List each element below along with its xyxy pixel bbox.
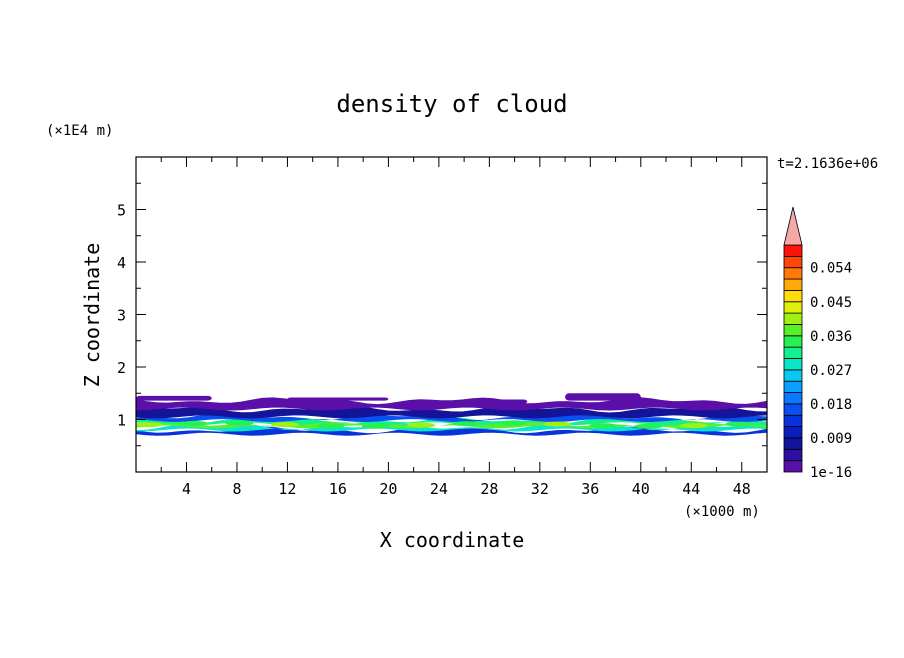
colorbar-swatch [783, 403, 803, 416]
colorbar-label: 0.054 [810, 261, 852, 277]
cloud-core-blob [725, 421, 754, 427]
x-tick-label: 32 [531, 480, 549, 498]
x-axis-label: X coordinate [380, 528, 525, 552]
cloud-core-blob [452, 421, 481, 427]
x-tick-label: 44 [682, 480, 700, 498]
x-unit-label: (×1000 m) [684, 504, 760, 520]
colorbar-swatch [783, 289, 803, 303]
y-tick-label: 5 [117, 202, 126, 220]
colorbar-swatch [783, 369, 803, 382]
colorbar-swatch [783, 278, 803, 291]
colorbar-label: 0.009 [810, 431, 852, 447]
colorbar-label: 0.036 [810, 329, 852, 345]
cloud-patch [565, 393, 641, 401]
colorbar-extend-arrow [783, 206, 803, 246]
colorbar-swatch [783, 255, 803, 269]
x-tick-label: 40 [632, 480, 650, 498]
x-tick-label: 4 [182, 480, 191, 498]
colorbar-swatch [783, 380, 803, 393]
y-axis-label: Z coordinate [80, 243, 104, 388]
cloud-core-blob [225, 420, 254, 426]
colorbar-swatch [783, 346, 803, 359]
colorbar-swatch [783, 324, 803, 337]
y-unit-label: (×1E4 m) [46, 123, 113, 139]
cloud-core-blob [270, 422, 299, 428]
y-tick-label: 4 [117, 254, 126, 272]
colorbar-label: 0.027 [810, 363, 852, 379]
colorbar-swatch [783, 244, 803, 257]
cloud-core-blob [498, 420, 527, 426]
time-label: t=2.1636e+06 [777, 156, 878, 172]
y-tick-label: 1 [117, 412, 126, 430]
cloud-core-blob [679, 423, 708, 429]
cloud-layer-band [136, 405, 767, 419]
colorbar-swatch [783, 437, 803, 450]
x-tick-label: 16 [329, 480, 347, 498]
colorbar-swatch [783, 335, 803, 348]
cloud-layer-band [136, 426, 767, 436]
x-tick-label: 48 [733, 480, 751, 498]
plot-area [136, 393, 767, 436]
cloud-core-blob [407, 422, 436, 428]
y-tick-label: 2 [117, 359, 126, 377]
x-tick-label: 12 [278, 480, 296, 498]
x-tick-label: 24 [430, 480, 448, 498]
colorbar-swatch [783, 460, 803, 473]
colorbar-swatch [783, 448, 803, 462]
cloud-layer-band [136, 397, 767, 411]
colorbar-label: 0.018 [810, 397, 852, 413]
cloud-core-blob [136, 422, 163, 428]
colorbar: 1e-16 0.009 0.018 0.027 0.036 0.045 0.054 [783, 206, 852, 481]
chart-title: density of cloud [336, 90, 567, 118]
colorbar-swatch [783, 414, 803, 428]
cloud-patch [136, 395, 212, 401]
colorbar-label: 0.045 [810, 295, 852, 311]
cloud-core-blob [634, 423, 663, 429]
cloud-core-blob [180, 420, 209, 426]
colorbar-swatch [783, 267, 803, 280]
colorbar-swatch [783, 358, 803, 371]
x-tick-label: 36 [581, 480, 599, 498]
cloud-patch [495, 399, 528, 404]
x-tick-label: 8 [232, 480, 241, 498]
cloud-core-blob [543, 421, 572, 427]
cloud-core-blob [588, 423, 617, 429]
cloud-core-blob [361, 423, 390, 429]
colorbar-swatch [783, 426, 803, 439]
y-tick-label: 3 [117, 307, 126, 325]
colorbar-swatch [783, 301, 803, 314]
x-tick-label: 28 [480, 480, 498, 498]
colorbar-swatch [783, 312, 803, 325]
colorbar-swatch [783, 392, 803, 405]
cloud-core-blob [316, 423, 345, 429]
x-tick-label: 20 [379, 480, 397, 498]
cloud-field [136, 393, 767, 436]
cloud-patch [287, 397, 389, 401]
colorbar-label: 1e-16 [810, 465, 852, 481]
cloud-layer-band [136, 423, 767, 432]
